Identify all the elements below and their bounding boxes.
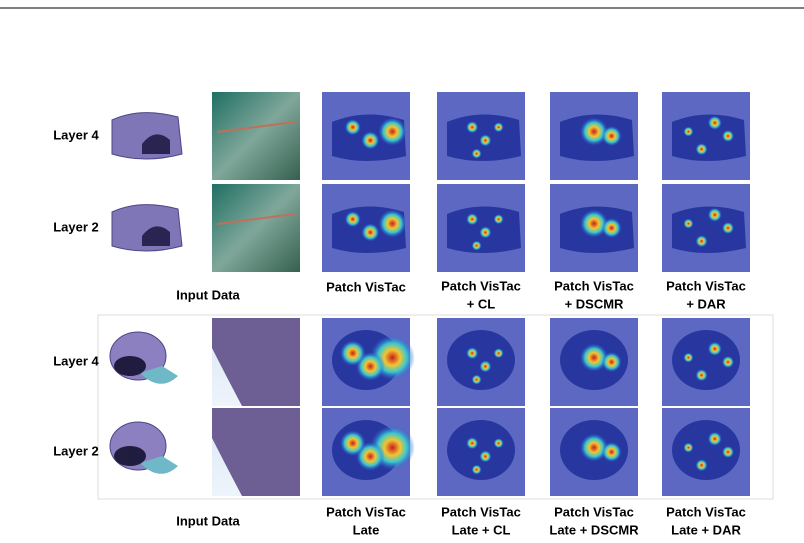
- tactile-object: [212, 408, 300, 496]
- heatmap-blob: [340, 340, 366, 367]
- tactile-object: [212, 318, 300, 406]
- object-shadow: [114, 446, 146, 466]
- column-caption: Patch VisTac: [554, 504, 634, 519]
- heatmap-blob: [471, 464, 482, 475]
- heatmap-blob: [580, 343, 608, 372]
- heatmap-blob: [580, 117, 608, 146]
- heatmap-blob: [471, 240, 482, 251]
- heatmap-blob: [479, 226, 492, 239]
- column-caption: Patch VisTac: [326, 504, 406, 519]
- object-visor: [140, 366, 178, 384]
- heatmap-blob: [466, 213, 479, 226]
- heatmap-blob: [683, 352, 694, 363]
- column-caption: Patch VisTac: [441, 504, 521, 519]
- panel-frame: [97, 314, 774, 500]
- heatmap-blob: [344, 211, 361, 228]
- heatmap-blob: [361, 223, 380, 242]
- heatmap-blob: [707, 431, 722, 446]
- heatmap-blob: [479, 450, 492, 463]
- heatmap-blob: [340, 430, 366, 457]
- heatmap-object: [447, 420, 515, 480]
- tactile-image: [212, 184, 300, 272]
- heatmap-blob: [683, 218, 694, 229]
- heatmap-blob: [707, 341, 722, 356]
- column-caption: Input Data: [176, 513, 240, 528]
- object-shadow: [142, 226, 170, 246]
- heatmap-blob: [601, 352, 622, 372]
- heatmap-blob: [466, 121, 479, 134]
- heatmap-blob: [601, 442, 622, 462]
- column-caption: Patch VisTac: [554, 278, 634, 293]
- heatmap-object: [672, 114, 746, 161]
- heatmap-blob: [601, 126, 622, 146]
- heatmap-object: [672, 206, 746, 253]
- column-caption: Patch VisTac: [441, 278, 521, 293]
- heatmap-blob: [707, 207, 722, 222]
- heatmap-blob: [601, 218, 622, 238]
- heatmap-blob: [493, 438, 504, 449]
- heatmap-object: [672, 420, 740, 480]
- heatmap-blob: [580, 433, 608, 462]
- heatmap-blob: [479, 134, 492, 147]
- heatmap-blob: [683, 442, 694, 453]
- heatmap-object: [672, 330, 740, 390]
- heatmap-blob: [378, 117, 407, 146]
- heatmap-blob: [695, 235, 708, 248]
- heatmap-blob: [479, 360, 492, 373]
- heatmap-blob: [493, 348, 504, 359]
- row-label: Layer 2: [53, 443, 99, 458]
- column-caption: Late + DSCMR: [549, 522, 639, 537]
- heatmap-object: [447, 330, 515, 390]
- column-caption: + DAR: [686, 296, 726, 311]
- heatmap-blob: [695, 459, 708, 472]
- figure-content: Layer 4 Layer 2 Input Data Patch VisTac Patc…: [53, 92, 750, 537]
- column-caption: Input Data: [176, 287, 240, 302]
- tactile-image: [212, 92, 300, 180]
- heatmap-blob: [344, 119, 361, 136]
- column-caption: Patch VisTac: [666, 504, 746, 519]
- heatmap-blob: [493, 122, 504, 133]
- heatmap-blob: [722, 222, 734, 234]
- row-label: Layer 4: [53, 127, 99, 142]
- heatmap-blob: [466, 437, 479, 450]
- column-caption: Late: [353, 522, 380, 537]
- column-caption: Late + DAR: [671, 522, 741, 537]
- row-label: Layer 4: [53, 353, 99, 368]
- heatmap-blob: [361, 131, 380, 150]
- heatmap-blob: [722, 130, 734, 142]
- row-label: Layer 2: [53, 219, 99, 234]
- heatmap-blob: [378, 209, 407, 238]
- heatmap-blob: [695, 143, 708, 156]
- tactile-ridge: [216, 213, 296, 225]
- column-caption: Late + CL: [452, 522, 511, 537]
- column-caption: Patch VisTac: [666, 278, 746, 293]
- column-caption: + CL: [467, 296, 496, 311]
- heatmap-blob: [722, 446, 734, 458]
- object-shadow: [142, 134, 170, 154]
- heatmap-blob: [580, 209, 608, 238]
- tactile-ridge: [216, 121, 296, 133]
- heatmap-blob: [722, 356, 734, 368]
- object-shadow: [114, 356, 146, 376]
- column-caption: Patch VisTac: [326, 279, 406, 294]
- heatmap-blob: [695, 369, 708, 382]
- heatmap-blob: [471, 374, 482, 385]
- heatmap-blob: [707, 115, 722, 130]
- heatmap-blob: [493, 214, 504, 225]
- heatmap-blob: [471, 148, 482, 159]
- column-caption: + DSCMR: [565, 296, 624, 311]
- object-visor: [140, 456, 178, 474]
- heatmap-blob: [683, 126, 694, 137]
- heatmap-blob: [466, 347, 479, 360]
